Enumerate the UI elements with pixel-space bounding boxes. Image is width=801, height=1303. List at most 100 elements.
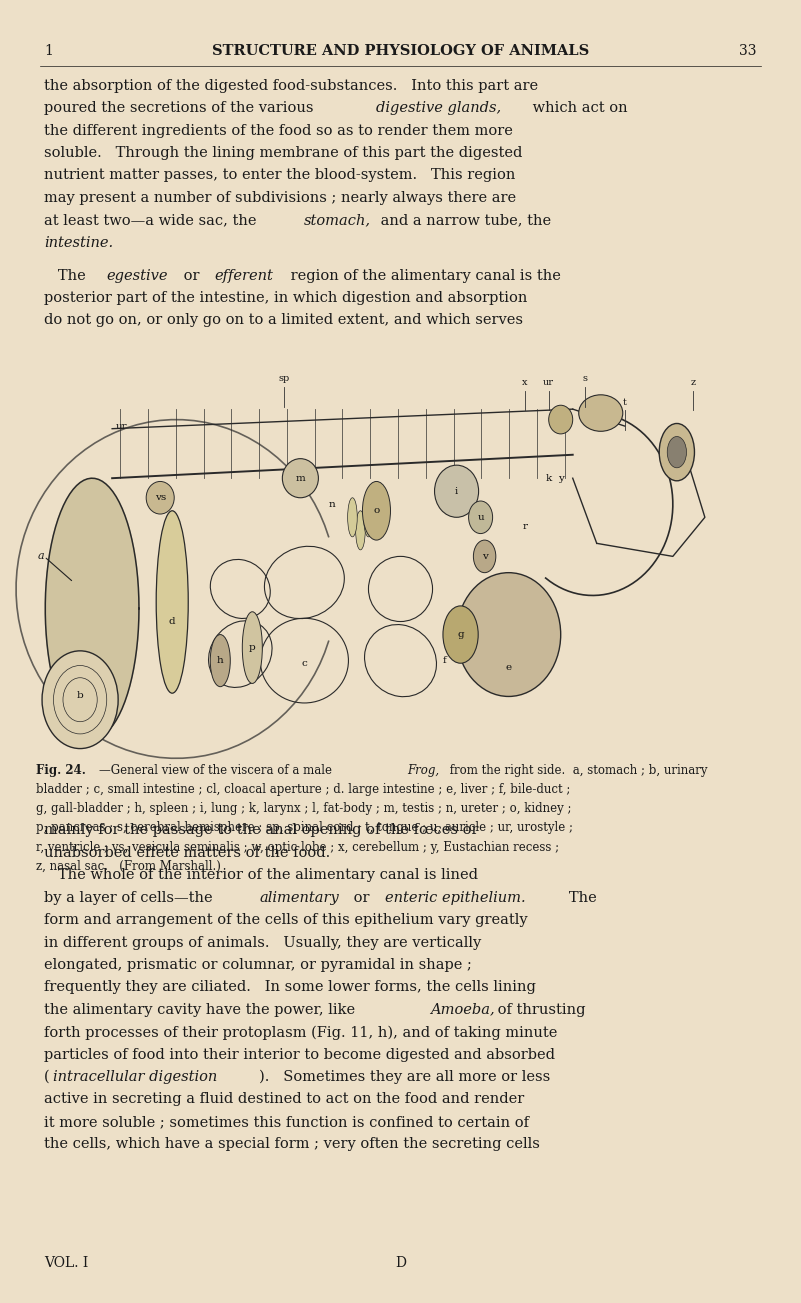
Text: a: a <box>38 551 44 562</box>
Ellipse shape <box>364 498 373 537</box>
Text: e: e <box>505 663 512 671</box>
Text: egestive: egestive <box>107 268 168 283</box>
Text: m: m <box>296 474 305 482</box>
Text: from the right side.  a, stomach ; b, urinary: from the right side. a, stomach ; b, uri… <box>446 764 708 777</box>
Text: alimentary: alimentary <box>260 891 339 904</box>
Text: VOL. I: VOL. I <box>44 1256 88 1270</box>
Text: intestine.: intestine. <box>44 236 113 250</box>
Text: c: c <box>301 659 308 667</box>
Circle shape <box>659 423 694 481</box>
Text: poured the secretions of the various: poured the secretions of the various <box>44 102 318 115</box>
Text: z, nasal sac.   (From Marshall.): z, nasal sac. (From Marshall.) <box>36 860 221 873</box>
Text: enteric epithelium.: enteric epithelium. <box>385 891 525 904</box>
Text: stomach,: stomach, <box>304 214 371 227</box>
Text: —General view of the viscera of a male: —General view of the viscera of a male <box>99 764 336 777</box>
Ellipse shape <box>356 511 365 550</box>
Text: s: s <box>582 374 587 383</box>
Text: by a layer of cells—the: by a layer of cells—the <box>44 891 217 904</box>
Text: soluble.   Through the lining membrane of this part the digested: soluble. Through the lining membrane of … <box>44 146 522 160</box>
Text: posterior part of the intestine, in which digestion and absorption: posterior part of the intestine, in whic… <box>44 291 527 305</box>
Text: the different ingredients of the food so as to render them more: the different ingredients of the food so… <box>44 124 513 138</box>
Text: u: u <box>477 513 484 521</box>
Ellipse shape <box>42 652 119 748</box>
Text: g: g <box>457 631 464 638</box>
Text: f: f <box>443 657 446 665</box>
Text: ).   Sometimes they are all more or less: ). Sometimes they are all more or less <box>260 1070 550 1084</box>
Text: region of the alimentary canal is the: region of the alimentary canal is the <box>286 268 562 283</box>
Text: form and arrangement of the cells of this epithelium vary greatly: form and arrangement of the cells of thi… <box>44 913 528 928</box>
Text: particles of food into their interior to become digested and absorbed: particles of food into their interior to… <box>44 1048 555 1062</box>
Text: ur: ur <box>116 422 128 430</box>
Text: (: ( <box>44 1070 50 1084</box>
Text: intracellular digestion: intracellular digestion <box>53 1070 217 1084</box>
Text: bladder ; c, small intestine ; cl, cloacal aperture ; d. large intestine ; e, li: bladder ; c, small intestine ; cl, cloac… <box>36 783 570 796</box>
Text: STRUCTURE AND PHYSIOLOGY OF ANIMALS: STRUCTURE AND PHYSIOLOGY OF ANIMALS <box>212 44 589 59</box>
Text: 1: 1 <box>44 44 53 59</box>
Text: y: y <box>557 474 564 482</box>
Ellipse shape <box>242 611 263 683</box>
Text: g, gall-bladder ; h, spleen ; i, lung ; k, larynx ; l, fat-body ; m, testis ; n,: g, gall-bladder ; h, spleen ; i, lung ; … <box>36 803 572 816</box>
Text: unabsorbed effete matters of the food.: unabsorbed effete matters of the food. <box>44 846 330 860</box>
Text: it more soluble ; sometimes this function is confined to certain of: it more soluble ; sometimes this functio… <box>44 1115 529 1128</box>
Text: which act on: which act on <box>529 102 628 115</box>
Text: 33: 33 <box>739 44 757 59</box>
Text: v: v <box>481 552 488 560</box>
Ellipse shape <box>156 511 188 693</box>
Text: efferent: efferent <box>215 268 273 283</box>
Ellipse shape <box>469 502 493 534</box>
Text: r, ventricle ; vs, vesicula seminalis ; w, optic lobe ; x, cerebellum ; y, Eusta: r, ventricle ; vs, vesicula seminalis ; … <box>36 840 559 853</box>
Ellipse shape <box>457 572 561 697</box>
Text: n: n <box>329 500 336 508</box>
Text: p: p <box>249 644 256 652</box>
Text: r: r <box>522 523 527 530</box>
Ellipse shape <box>434 465 478 517</box>
Text: the cells, which have a special form ; very often the secreting cells: the cells, which have a special form ; v… <box>44 1138 540 1152</box>
Ellipse shape <box>362 482 390 541</box>
Ellipse shape <box>146 481 175 513</box>
Text: D: D <box>395 1256 406 1270</box>
Text: i: i <box>455 487 458 495</box>
Ellipse shape <box>283 459 318 498</box>
Text: mainly for the passage to the anal opening of the fœces or: mainly for the passage to the anal openi… <box>44 823 478 838</box>
Text: at least two—a wide sac, the: at least two—a wide sac, the <box>44 214 261 227</box>
Polygon shape <box>46 478 139 739</box>
Text: The: The <box>44 268 91 283</box>
Text: o: o <box>373 507 380 515</box>
Text: do not go on, or only go on to a limited extent, and which serves: do not go on, or only go on to a limited… <box>44 313 523 327</box>
Text: Frog,: Frog, <box>407 764 439 777</box>
Circle shape <box>667 437 686 468</box>
Text: elongated, prismatic or columnar, or pyramidal in shape ;: elongated, prismatic or columnar, or pyr… <box>44 958 472 972</box>
Text: d: d <box>169 618 175 625</box>
Text: x: x <box>522 378 527 387</box>
Text: Amoeba,: Amoeba, <box>430 1003 494 1016</box>
Text: digestive glands,: digestive glands, <box>376 102 501 115</box>
Text: the absorption of the digested food-substances.   Into this part are: the absorption of the digested food-subs… <box>44 78 538 93</box>
Text: The whole of the interior of the alimentary canal is lined: The whole of the interior of the aliment… <box>44 868 478 882</box>
Text: The: The <box>555 891 598 904</box>
Text: ur: ur <box>543 378 554 387</box>
Text: nutrient matter passes, to enter the blood-system.   This region: nutrient matter passes, to enter the blo… <box>44 168 515 182</box>
Text: sp: sp <box>279 374 290 383</box>
Text: t: t <box>623 397 626 407</box>
Text: z: z <box>690 378 695 387</box>
Ellipse shape <box>210 635 231 687</box>
Text: of thrusting: of thrusting <box>493 1003 585 1016</box>
Text: frequently they are ciliated.   In some lower forms, the cells lining: frequently they are ciliated. In some lo… <box>44 980 536 994</box>
Ellipse shape <box>549 405 573 434</box>
Text: Fig. 24.: Fig. 24. <box>36 764 86 777</box>
Text: may present a number of subdivisions ; nearly always there are: may present a number of subdivisions ; n… <box>44 190 516 205</box>
Text: or: or <box>179 268 203 283</box>
Text: b: b <box>77 692 83 700</box>
Ellipse shape <box>578 395 623 431</box>
Ellipse shape <box>473 539 496 573</box>
Text: p, pancreas ; s, cerebral hemisphere ; sp, spinal cord ; t, tongue ; u, auricle : p, pancreas ; s, cerebral hemisphere ; s… <box>36 821 573 834</box>
Text: h: h <box>217 657 223 665</box>
Text: active in secreting a fluid destined to act on the food and render: active in secreting a fluid destined to … <box>44 1092 525 1106</box>
Ellipse shape <box>348 498 357 537</box>
Text: k: k <box>545 474 552 482</box>
Text: the alimentary cavity have the power, like: the alimentary cavity have the power, li… <box>44 1003 360 1016</box>
Text: or: or <box>349 891 374 904</box>
Text: vs: vs <box>155 494 166 502</box>
Text: forth processes of their protoplasm (Fig. 11, h), and of taking minute: forth processes of their protoplasm (Fig… <box>44 1025 557 1040</box>
Circle shape <box>443 606 478 663</box>
